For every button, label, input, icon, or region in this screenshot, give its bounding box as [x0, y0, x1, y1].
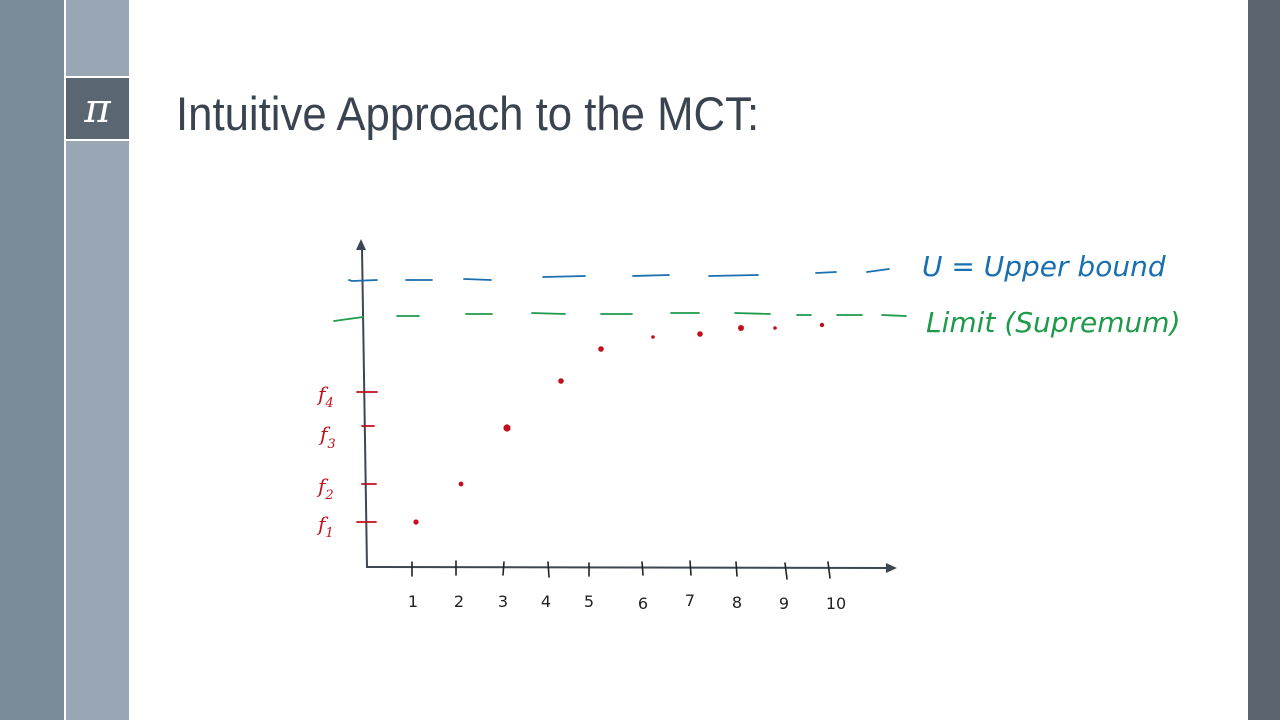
x-axis-arrow-icon [886, 563, 897, 573]
x-ticks [411, 560, 831, 580]
y-axis [361, 247, 368, 569]
data-point [413, 519, 419, 525]
x-tick-label: 1 [408, 592, 418, 611]
sequence-points [413, 322, 825, 525]
logo-symbol: π [84, 85, 111, 132]
data-point [503, 424, 511, 432]
y-axis-arrow-icon [356, 239, 366, 250]
left-sidebar-bar [0, 0, 64, 720]
x-tick-label: 5 [584, 592, 594, 611]
x-tick-label: 6 [638, 594, 648, 613]
y-tick-label-f3: f3 [318, 422, 336, 452]
slide-title: Intuitive Approach to the MCT: [176, 87, 760, 140]
data-point [598, 346, 604, 352]
y-tick-labels: f4 f3 f2 f1 [316, 382, 336, 541]
data-point [697, 331, 703, 337]
data-point [819, 322, 825, 328]
x-tick-label: 8 [732, 593, 742, 612]
upper-bound-dashed-line [348, 268, 890, 282]
x-axis [366, 566, 889, 569]
y-tick-label-f1: f1 [316, 512, 334, 541]
y-ticks [356, 391, 378, 523]
y-tick-label-f2: f2 [316, 474, 334, 503]
limit-dashed-line [333, 312, 907, 322]
y-tick-label-f4: f4 [316, 382, 334, 411]
limit-annotation: Limit (Supremum) [926, 306, 1181, 339]
data-point [738, 325, 744, 331]
data-point [458, 481, 464, 487]
upper-bound-annotation: U = Upper bound [922, 250, 1166, 283]
data-point [773, 326, 777, 330]
x-tick-label: 7 [685, 591, 695, 610]
x-tick-label: 2 [454, 592, 464, 611]
x-tick-label: 9 [779, 594, 789, 613]
right-sidebar-bar [1248, 0, 1280, 720]
x-tick-label: 3 [498, 592, 508, 611]
data-point [651, 335, 655, 339]
chart-axes [361, 247, 889, 569]
x-tick-label: 4 [541, 592, 551, 611]
sidebar-divider [64, 0, 66, 720]
x-tick-labels: 1 2 3 4 5 6 7 8 9 10 [408, 591, 846, 613]
data-point [558, 378, 564, 384]
pi-logo-icon: π [66, 76, 129, 141]
x-tick-label: 10 [826, 594, 846, 613]
